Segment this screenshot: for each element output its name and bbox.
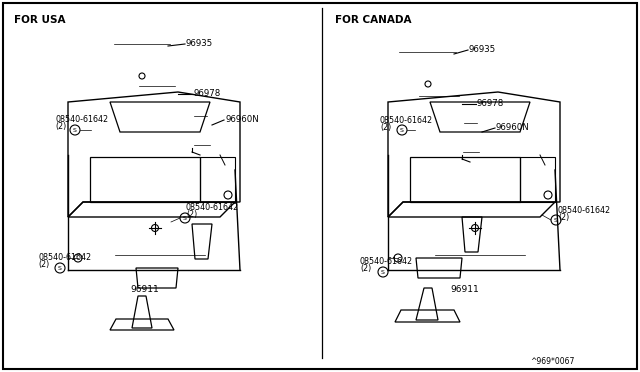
Text: S: S bbox=[183, 215, 187, 221]
Text: (2): (2) bbox=[55, 122, 67, 131]
Text: 96978: 96978 bbox=[477, 99, 504, 108]
Text: (2): (2) bbox=[38, 260, 49, 269]
Text: 96935: 96935 bbox=[186, 38, 213, 48]
Text: S: S bbox=[73, 128, 77, 132]
Text: (2): (2) bbox=[186, 209, 197, 218]
Text: 08540-61642: 08540-61642 bbox=[360, 257, 413, 266]
Text: S: S bbox=[58, 266, 62, 270]
Text: FOR USA: FOR USA bbox=[14, 15, 65, 25]
Text: 96935: 96935 bbox=[469, 45, 496, 54]
Text: (2): (2) bbox=[558, 212, 569, 221]
Text: 08540-61642: 08540-61642 bbox=[38, 253, 91, 263]
Text: FOR CANADA: FOR CANADA bbox=[335, 15, 412, 25]
Text: (2): (2) bbox=[360, 264, 371, 273]
Text: (2): (2) bbox=[380, 122, 391, 131]
Text: 96911: 96911 bbox=[450, 285, 479, 295]
Text: S: S bbox=[381, 269, 385, 275]
Text: 96911: 96911 bbox=[130, 285, 159, 295]
Text: ^969*0067: ^969*0067 bbox=[530, 357, 574, 366]
Text: 08540-61642: 08540-61642 bbox=[186, 202, 239, 212]
Text: 08540-61642: 08540-61642 bbox=[55, 115, 108, 124]
Text: S: S bbox=[400, 128, 404, 132]
Text: 96960N: 96960N bbox=[225, 115, 259, 124]
Text: 08540-61642: 08540-61642 bbox=[380, 115, 433, 125]
Text: S: S bbox=[554, 218, 558, 222]
Text: 96978: 96978 bbox=[193, 89, 220, 97]
Text: 08540-61642: 08540-61642 bbox=[558, 205, 611, 215]
Text: 96960N: 96960N bbox=[496, 122, 530, 131]
